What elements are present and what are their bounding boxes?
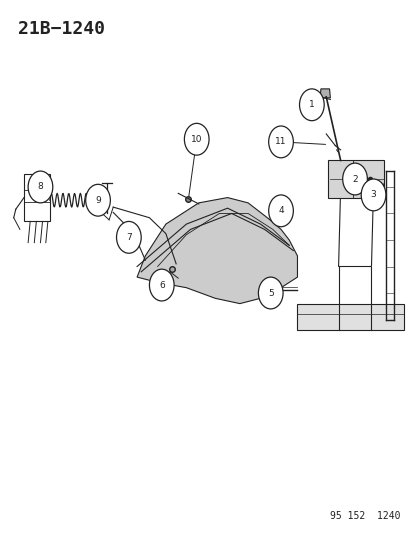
- Text: 21B−1240: 21B−1240: [18, 20, 104, 38]
- Text: 9: 9: [95, 196, 101, 205]
- Circle shape: [184, 123, 209, 155]
- Circle shape: [116, 221, 141, 253]
- Polygon shape: [319, 89, 330, 98]
- Text: 5: 5: [267, 288, 273, 297]
- Circle shape: [268, 195, 293, 227]
- Text: 1: 1: [308, 100, 314, 109]
- Text: 8: 8: [38, 182, 43, 191]
- Circle shape: [342, 163, 366, 195]
- Text: 11: 11: [275, 138, 286, 147]
- Polygon shape: [297, 304, 404, 330]
- Circle shape: [268, 126, 293, 158]
- Text: 2: 2: [351, 174, 357, 183]
- Text: 7: 7: [126, 233, 131, 242]
- Circle shape: [360, 179, 385, 211]
- Circle shape: [258, 277, 282, 309]
- Circle shape: [28, 171, 53, 203]
- Text: 3: 3: [370, 190, 375, 199]
- Circle shape: [149, 269, 174, 301]
- Text: 10: 10: [190, 135, 202, 144]
- Text: 6: 6: [159, 280, 164, 289]
- Circle shape: [299, 89, 323, 120]
- Polygon shape: [328, 160, 383, 198]
- Text: 95 152  1240: 95 152 1240: [329, 511, 399, 521]
- Polygon shape: [137, 198, 297, 304]
- Polygon shape: [270, 208, 280, 219]
- Circle shape: [85, 184, 110, 216]
- Text: 4: 4: [278, 206, 283, 215]
